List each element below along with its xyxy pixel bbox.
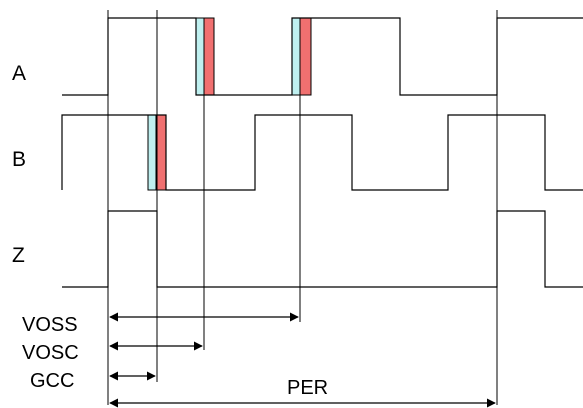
waveform-z [62,210,583,288]
edge-band-cyan [291,17,301,96]
waveform-b [61,114,583,191]
edge-band-cyan [147,114,157,191]
voss-label: VOSS [22,314,78,336]
edge-band-cyan [195,17,205,96]
vosc-label: VOSC [22,342,79,364]
edge-band-red [203,17,215,96]
per-label: PER [287,377,328,399]
edge-band-red [299,17,312,96]
signal-label-z: Z [12,244,25,267]
edge-bands-a [195,17,312,96]
signal-label-b: B [12,148,26,171]
signal-label-a: A [12,62,26,85]
waveform-a [62,17,583,96]
gcc-label: GCC [30,370,74,392]
